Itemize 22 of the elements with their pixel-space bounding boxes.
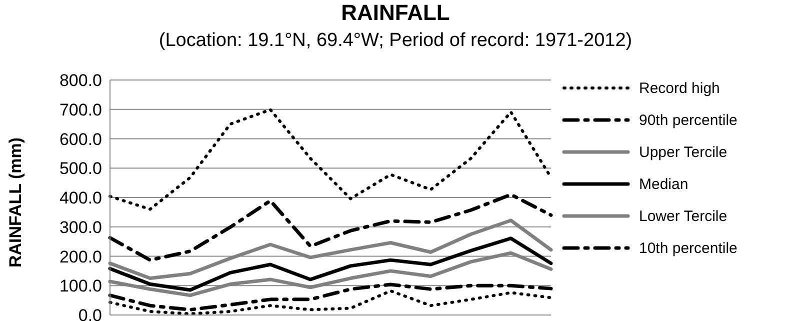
- y-tick-label: 0.0: [78, 306, 102, 321]
- legend-label: 90th percentile: [639, 112, 738, 128]
- y-tick-label: 500.0: [59, 159, 102, 178]
- y-tick-label: 100.0: [59, 276, 102, 296]
- legend-label: 10th percentile: [639, 240, 738, 256]
- y-tick-label: 600.0: [59, 130, 102, 149]
- legend-label: Median: [639, 176, 688, 192]
- chart-title: RAINFALL: [340, 0, 451, 26]
- y-tick-label: 200.0: [59, 247, 102, 266]
- legend-label: Upper Tercile: [639, 144, 728, 160]
- line-series: [108, 236, 553, 292]
- legend-label: Record high: [639, 80, 720, 96]
- legend-label: Lower Tercile: [639, 208, 728, 224]
- y-axis-title: RAINFALL (mm): [6, 137, 26, 268]
- y-tick-label: 400.0: [59, 188, 102, 208]
- y-tick-label: 800.0: [59, 71, 102, 90]
- line-series: [108, 108, 552, 211]
- line-series: [108, 282, 553, 312]
- chart-subtitle: (Location: 19.1°N, 69.4°W; Period of record: 1971-2012): [158, 30, 634, 52]
- line-series: [108, 192, 553, 262]
- y-tick-label: 700.0: [59, 100, 102, 120]
- y-tick-label: 300.0: [59, 218, 102, 237]
